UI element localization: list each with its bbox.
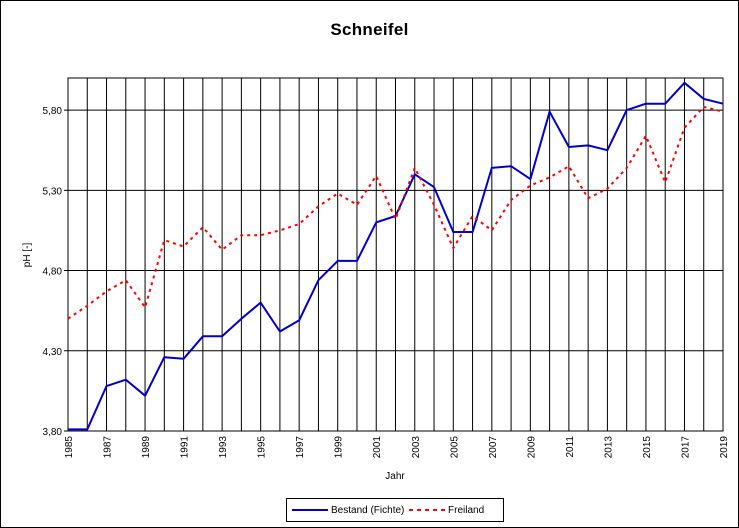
x-tick-label: 1995 <box>257 436 268 459</box>
legend-entry-freiland: Freiland <box>409 499 484 521</box>
legend-entry-bestand: Bestand (Fichte) <box>292 499 404 521</box>
x-tick-label: 2001 <box>372 436 383 459</box>
x-tick-label: 2011 <box>565 436 576 458</box>
legend-swatch-bestand <box>292 509 328 511</box>
y-tick-label: 5,30 <box>43 186 63 197</box>
x-tick-label: 2015 <box>642 436 653 459</box>
x-axis-label: Jahr <box>385 471 405 482</box>
y-tick-label: 3,80 <box>43 427 63 438</box>
series-lines <box>67 81 724 431</box>
x-axis-ticks: 1985 1987 1989 1991 1993 1995 1997 1999 2001 2003… <box>64 436 730 459</box>
x-tick-label: 1989 <box>141 436 152 459</box>
chart-title: Schneifel <box>330 20 409 39</box>
x-tick-label: 2013 <box>603 436 614 459</box>
x-tick-label: 1987 <box>103 436 114 459</box>
x-tick-label: 1999 <box>334 436 345 459</box>
x-tick-label: 1993 <box>218 436 229 459</box>
y-axis-label: pH [-] <box>22 243 33 268</box>
y-tick-label: 4,80 <box>43 267 63 278</box>
x-tick-label: 2005 <box>449 436 460 459</box>
legend-label-freiland: Freiland <box>448 504 485 516</box>
x-tick-label: 2017 <box>680 436 691 459</box>
y-axis-ticks: 3,80 4,30 4,80 5,30 5,80 <box>43 106 63 438</box>
legend-swatch-freiland <box>409 509 445 511</box>
x-tick-label: 2019 <box>719 436 730 459</box>
y-tick-label: 5,80 <box>43 106 63 117</box>
x-tick-label: 1991 <box>180 436 191 459</box>
x-tick-label: 1997 <box>295 436 306 459</box>
x-tick-label: 2007 <box>488 436 499 459</box>
y-tick-label: 4,30 <box>43 347 63 358</box>
legend: Bestand (Fichte) Freiland <box>286 498 504 522</box>
grid <box>64 77 724 432</box>
x-tick-label: 2009 <box>526 436 537 459</box>
legend-label-bestand: Bestand (Fichte) <box>331 504 405 516</box>
x-tick-label: 1985 <box>64 436 75 459</box>
x-tick-label: 2003 <box>411 436 422 459</box>
